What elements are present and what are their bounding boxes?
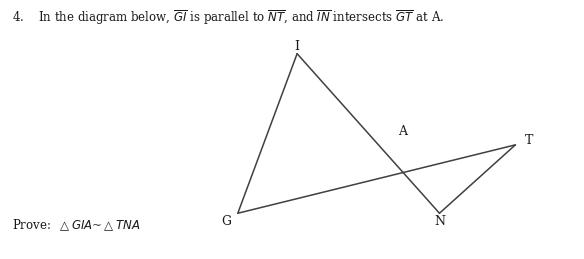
Text: T: T (524, 134, 533, 147)
Text: N: N (434, 215, 445, 228)
Text: Prove:  $\triangle GIA$~$\triangle TNA$: Prove: $\triangle GIA$~$\triangle TNA$ (12, 218, 140, 233)
Text: G: G (221, 215, 231, 228)
Text: A: A (398, 125, 408, 138)
Text: I: I (294, 40, 300, 53)
Text: 4.    In the diagram below, $\overline{GI}$ is parallel to $\overline{NT}$, and : 4. In the diagram below, $\overline{GI}$… (12, 8, 444, 27)
